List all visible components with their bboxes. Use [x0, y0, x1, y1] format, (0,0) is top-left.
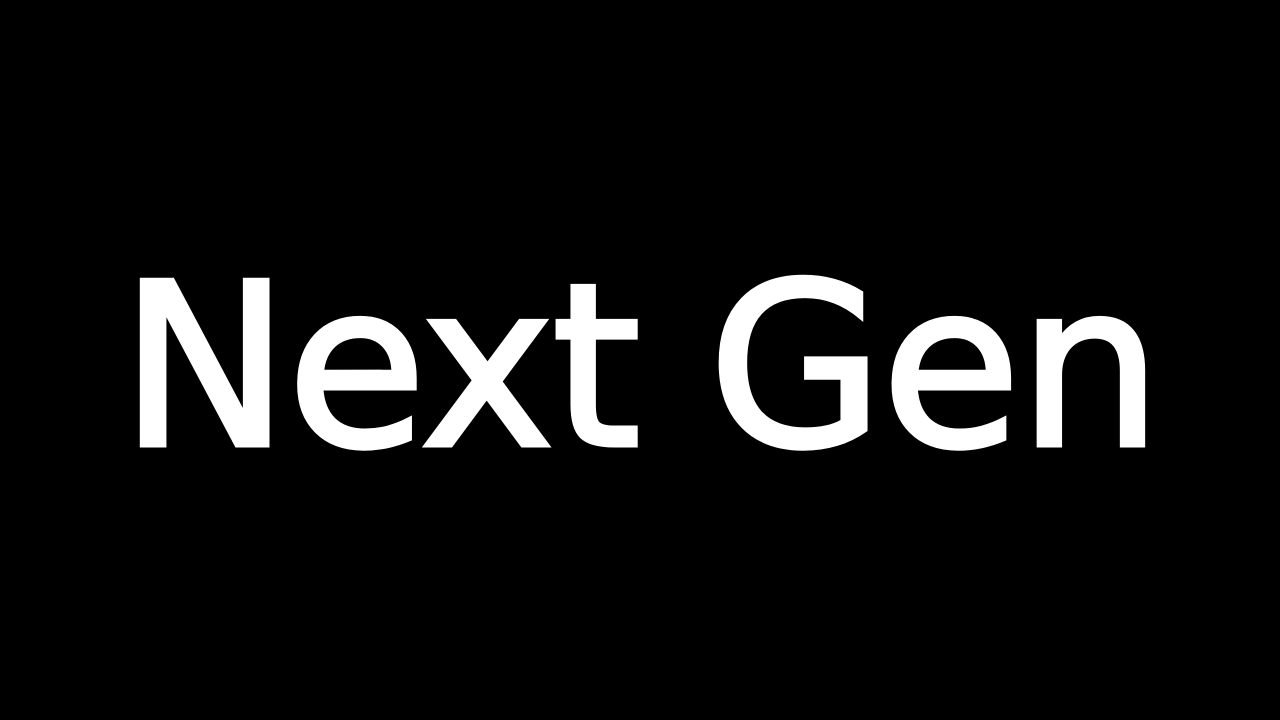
title-text: Next Gen [118, 236, 1165, 499]
